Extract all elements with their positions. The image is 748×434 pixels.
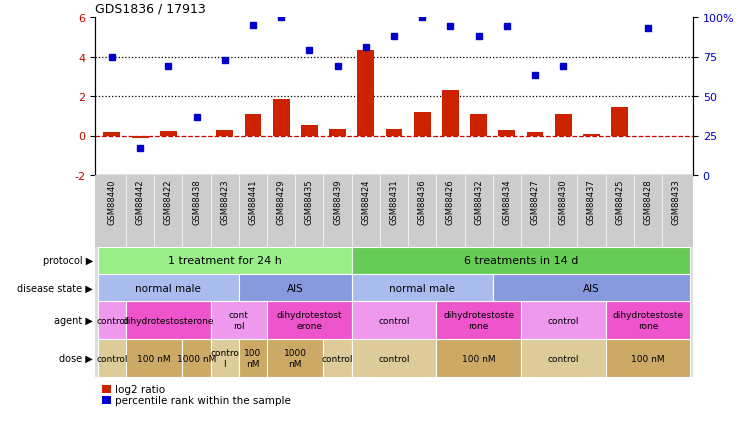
Bar — [211, 339, 239, 377]
Bar — [583, 135, 600, 136]
Text: 100 nM: 100 nM — [138, 354, 171, 363]
Text: 100 nM: 100 nM — [631, 354, 665, 363]
Bar — [498, 131, 515, 136]
Text: percentile rank within the sample: percentile rank within the sample — [115, 395, 291, 405]
Text: control: control — [96, 316, 128, 325]
Bar — [103, 133, 120, 136]
Text: GSM88439: GSM88439 — [333, 179, 342, 225]
Bar — [267, 339, 323, 377]
Text: GSM88438: GSM88438 — [192, 179, 201, 225]
Bar — [329, 130, 346, 136]
Text: GSM88437: GSM88437 — [587, 179, 596, 225]
Text: protocol ▶: protocol ▶ — [43, 256, 93, 266]
Text: 6 treatments in 14 d: 6 treatments in 14 d — [464, 256, 578, 266]
Text: cont
rol: cont rol — [229, 311, 249, 330]
Text: GDS1836 / 17913: GDS1836 / 17913 — [95, 2, 206, 15]
Bar — [132, 136, 149, 138]
Bar — [521, 301, 606, 339]
Bar — [245, 115, 261, 136]
Text: GSM88423: GSM88423 — [220, 179, 229, 225]
Bar — [493, 274, 690, 301]
Text: control: control — [322, 354, 353, 363]
Bar — [606, 301, 690, 339]
Text: dihydrotestosterone: dihydrotestosterone — [123, 316, 214, 325]
Bar — [436, 339, 521, 377]
Text: GSM88436: GSM88436 — [417, 179, 426, 225]
Text: GSM88431: GSM88431 — [390, 179, 399, 225]
Bar — [527, 132, 544, 136]
Text: GSM88440: GSM88440 — [108, 179, 117, 224]
Bar — [352, 247, 690, 274]
Bar — [239, 274, 352, 301]
Text: GSM88424: GSM88424 — [361, 179, 370, 224]
Text: dihydrotestoste
rone: dihydrotestoste rone — [443, 311, 514, 330]
Text: GSM88427: GSM88427 — [530, 179, 539, 225]
Text: control: control — [548, 316, 579, 325]
Text: AIS: AIS — [583, 283, 600, 293]
Text: control: control — [548, 354, 579, 363]
Text: 100 nM: 100 nM — [462, 354, 495, 363]
Bar — [273, 100, 289, 136]
Bar — [98, 274, 239, 301]
Bar — [352, 301, 436, 339]
Bar — [436, 301, 521, 339]
Text: normal male: normal male — [135, 283, 201, 293]
Text: GSM88442: GSM88442 — [135, 179, 144, 224]
Bar — [385, 130, 402, 136]
Bar — [216, 130, 233, 136]
Text: 1000 nM: 1000 nM — [177, 354, 216, 363]
Text: GSM88430: GSM88430 — [559, 179, 568, 225]
Text: GSM88425: GSM88425 — [615, 179, 624, 224]
Bar — [211, 301, 267, 339]
Bar — [414, 112, 431, 136]
Bar — [239, 339, 267, 377]
Text: 100
nM: 100 nM — [245, 349, 262, 368]
Text: 1000
nM: 1000 nM — [283, 349, 307, 368]
Text: GSM88422: GSM88422 — [164, 179, 173, 224]
Bar — [470, 115, 487, 136]
Bar — [352, 274, 493, 301]
Text: GSM88432: GSM88432 — [474, 179, 483, 225]
Text: disease state ▶: disease state ▶ — [17, 283, 93, 293]
Text: GSM88434: GSM88434 — [503, 179, 512, 225]
Text: dose ▶: dose ▶ — [59, 353, 93, 363]
Text: control: control — [378, 354, 410, 363]
Bar — [358, 50, 374, 136]
Bar — [98, 301, 126, 339]
Bar — [98, 247, 352, 274]
Bar — [301, 125, 318, 136]
Text: normal male: normal male — [389, 283, 455, 293]
Text: GSM88441: GSM88441 — [248, 179, 257, 224]
Bar — [126, 339, 183, 377]
Text: GSM88433: GSM88433 — [672, 179, 681, 225]
Bar — [611, 108, 628, 136]
Text: contro
l: contro l — [210, 349, 239, 368]
Text: GSM88428: GSM88428 — [643, 179, 652, 225]
Bar — [126, 301, 211, 339]
Bar — [160, 132, 177, 136]
Text: control: control — [96, 354, 128, 363]
Bar — [352, 339, 436, 377]
Bar — [323, 339, 352, 377]
Bar — [606, 339, 690, 377]
Bar — [188, 136, 205, 137]
Text: control: control — [378, 316, 410, 325]
Bar — [267, 301, 352, 339]
Text: GSM88426: GSM88426 — [446, 179, 455, 225]
Text: GSM88429: GSM88429 — [277, 179, 286, 224]
Bar — [98, 339, 126, 377]
Text: dihydrotestoste
rone: dihydrotestoste rone — [613, 311, 684, 330]
Bar — [442, 91, 459, 136]
Bar — [521, 339, 606, 377]
Text: 1 treatment for 24 h: 1 treatment for 24 h — [168, 256, 282, 266]
Text: agent ▶: agent ▶ — [54, 315, 93, 325]
Bar — [183, 339, 211, 377]
Text: GSM88435: GSM88435 — [305, 179, 314, 225]
Text: dihydrotestost
erone: dihydrotestost erone — [277, 311, 342, 330]
Text: AIS: AIS — [287, 283, 304, 293]
Text: log2 ratio: log2 ratio — [115, 385, 165, 395]
Bar — [555, 115, 571, 136]
